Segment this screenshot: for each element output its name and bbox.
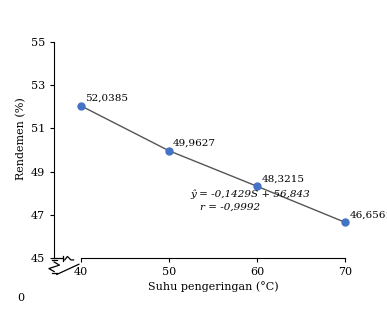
X-axis label: Suhu pengeringan (°C): Suhu pengeringan (°C) — [147, 281, 278, 292]
Text: 52,0385: 52,0385 — [85, 94, 128, 103]
Text: 49,9627: 49,9627 — [173, 139, 216, 148]
Text: 46,6561: 46,6561 — [349, 211, 387, 220]
Y-axis label: Rendemen (%): Rendemen (%) — [16, 98, 27, 180]
Text: r = -0,9992: r = -0,9992 — [200, 203, 260, 212]
Text: 0: 0 — [18, 293, 25, 303]
Text: 48,3215: 48,3215 — [261, 175, 304, 184]
Text: ŷ = -0,1429S + 56,843: ŷ = -0,1429S + 56,843 — [191, 190, 310, 200]
